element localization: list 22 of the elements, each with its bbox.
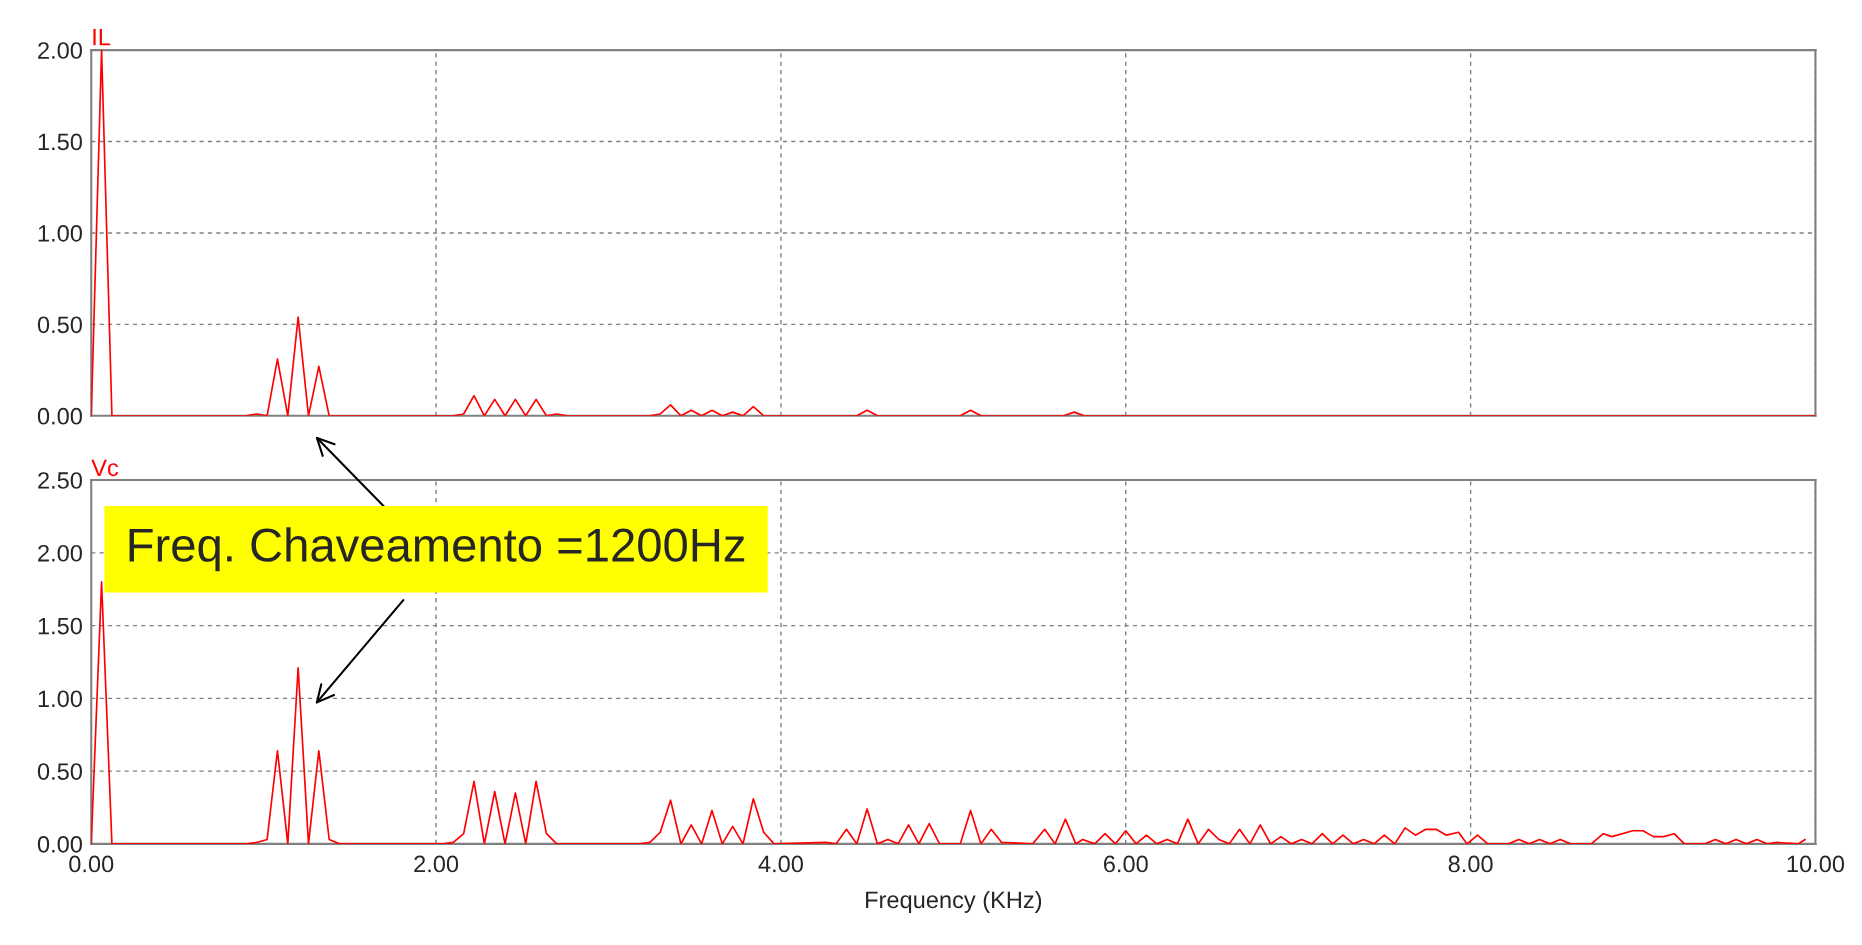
y-tick-label: 0.50 (37, 316, 82, 334)
y-tick-label: 0.50 (37, 763, 82, 780)
y-tick-label: 1.50 (38, 617, 82, 635)
y-tick-label: 1.00 (38, 225, 82, 242)
y-tick-label: 2.00 (38, 544, 82, 562)
y-tick-label: 0.00 (37, 835, 82, 853)
y-tick-label: 1.50 (38, 133, 82, 151)
x-axis-title: Frequency (KHz) (866, 890, 1042, 913)
chart-title: IL (93, 28, 111, 46)
chart-title: Vc (91, 459, 119, 477)
y-tick-label: 2.00 (38, 42, 82, 59)
x-tick-label: 2.00 (414, 855, 459, 873)
x-tick-label: 4.00 (758, 855, 803, 873)
line-series (91, 581, 1806, 844)
x-tick-label: 8.00 (1448, 855, 1493, 873)
x-tick-label: 6.00 (1103, 855, 1148, 873)
y-tick-label: 0.00 (37, 407, 82, 425)
y-tick-label: 2.50 (38, 472, 82, 489)
x-tick-label: 0.00 (69, 855, 114, 873)
y-tick-label: 1.00 (38, 690, 82, 708)
annotation: Freq. Chaveamento =1200Hz (129, 527, 745, 572)
x-tick-label: 10.00 (1787, 855, 1845, 873)
